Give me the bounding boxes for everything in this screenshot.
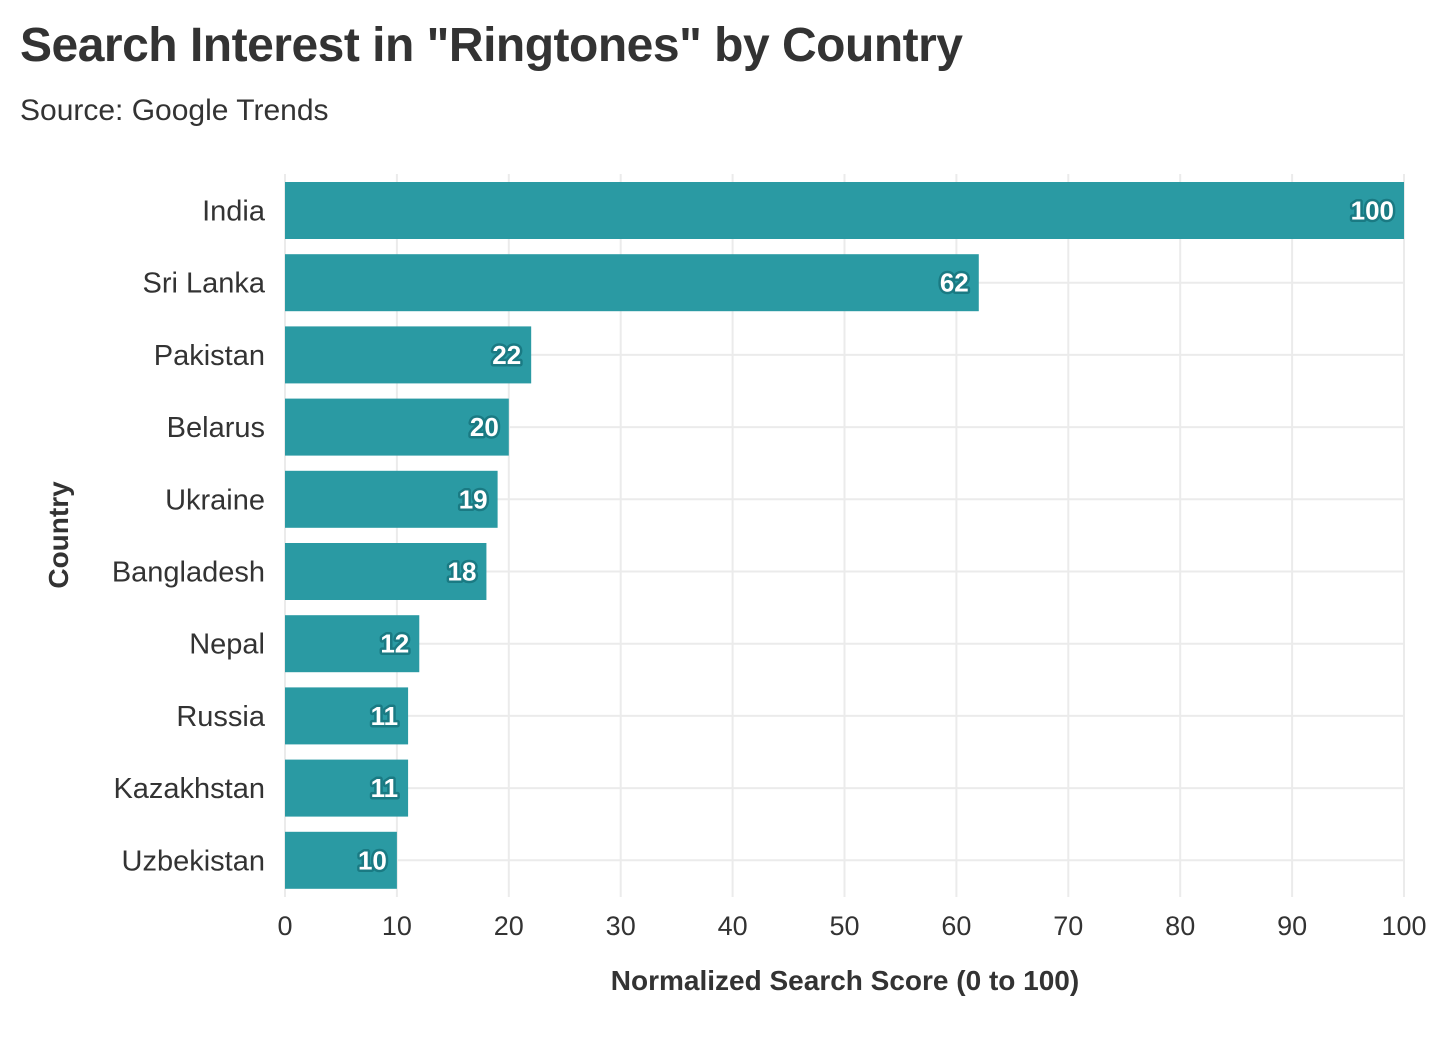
category-label: Sri Lanka xyxy=(142,268,265,300)
category-label: Pakistan xyxy=(154,340,265,372)
x-tick-label: 70 xyxy=(1053,911,1083,941)
bar xyxy=(285,759,409,817)
x-tick-label: 40 xyxy=(718,911,748,941)
y-axis-title: Country xyxy=(43,481,74,589)
bar xyxy=(285,326,532,384)
bar-value-label: 11 xyxy=(371,773,399,803)
chart-title: Search Interest in "Ringtones" by Countr… xyxy=(20,19,963,72)
category-label: Uzbekistan xyxy=(122,845,265,877)
bar-value-label: 62 xyxy=(940,268,969,298)
chart-subtitle: Source: Google Trends xyxy=(20,94,329,127)
bar-value-label: 10 xyxy=(358,845,387,875)
bar-value-label: 18 xyxy=(447,557,476,587)
x-tick-label: 80 xyxy=(1165,911,1195,941)
x-tick-label: 20 xyxy=(494,911,524,941)
bar-value-label: 11 xyxy=(371,701,399,731)
category-labels: India Sri Lanka Pakistan Belarus Ukraine Bang… xyxy=(112,196,266,878)
bar xyxy=(285,470,498,528)
x-tick-label: 90 xyxy=(1277,911,1307,941)
bar xyxy=(285,398,509,456)
bar-value-label: 12 xyxy=(380,629,409,659)
category-label: Kazakhstan xyxy=(113,773,265,805)
bar-value-label: 19 xyxy=(459,484,488,514)
bar xyxy=(285,615,420,673)
x-tick-label: 60 xyxy=(941,911,971,941)
bar-value-label: 20 xyxy=(470,412,499,442)
bar-value-labels: 100 62 22 20 19 18 12 11 11 10 xyxy=(355,193,1396,878)
bar xyxy=(285,182,1404,239)
x-axis-title: Normalized Search Score (0 to 100) xyxy=(611,965,1079,996)
x-tick-labels: 0 10 20 30 40 50 60 70 80 90 100 xyxy=(277,911,1426,941)
bars xyxy=(285,182,1404,889)
bar xyxy=(285,831,397,889)
category-label: Nepal xyxy=(189,629,265,661)
category-label: India xyxy=(202,196,266,228)
category-label: Bangladesh xyxy=(112,557,265,589)
x-tick-label: 50 xyxy=(829,911,859,941)
bar-value-label: 22 xyxy=(492,340,521,370)
bar-value-label: 100 xyxy=(1351,196,1394,226)
bar xyxy=(285,254,979,312)
category-label: Russia xyxy=(176,701,266,733)
bar xyxy=(285,543,487,600)
x-tick-label: 0 xyxy=(277,911,292,941)
x-tick-label: 30 xyxy=(606,911,636,941)
x-tick-label: 100 xyxy=(1381,911,1426,941)
x-tick-label: 10 xyxy=(382,911,412,941)
bar xyxy=(285,687,409,745)
category-label: Belarus xyxy=(167,412,265,444)
category-label: Ukraine xyxy=(165,484,265,516)
